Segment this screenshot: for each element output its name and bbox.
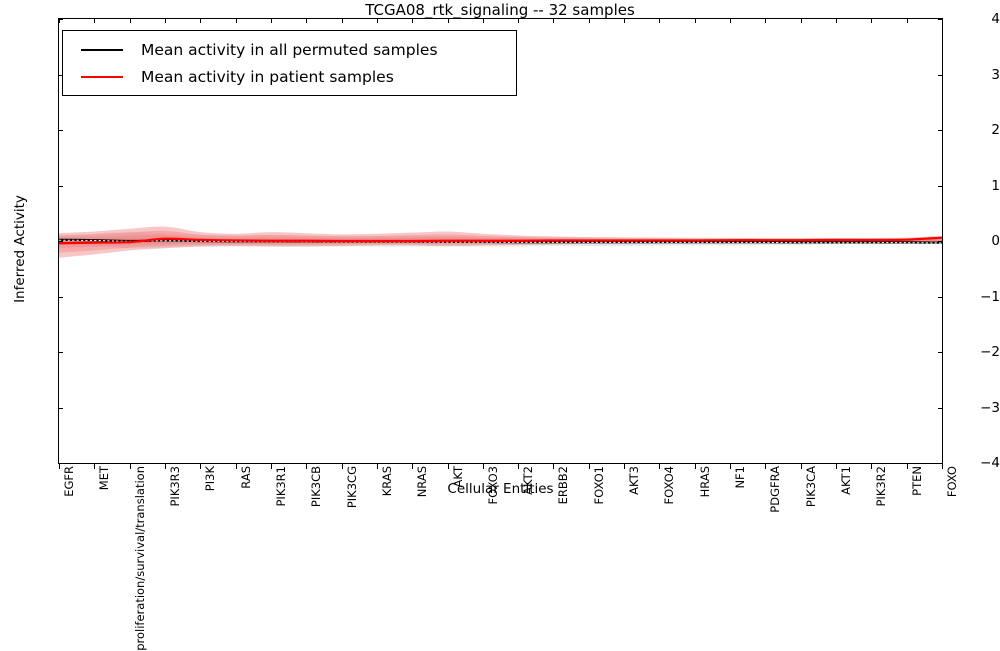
y-tick-label: −2 <box>980 344 1000 360</box>
x-tick-mark <box>482 464 484 469</box>
legend-label-patient: Mean activity in patient samples <box>141 67 394 86</box>
y-tick-label: 0 <box>991 233 1000 249</box>
chart-title: TCGA08_rtk_signaling -- 32 samples <box>365 1 635 19</box>
x-tick-mark <box>836 464 838 469</box>
x-tick-mark <box>59 464 60 469</box>
x-tick-label: FOXO <box>945 466 959 498</box>
plot-svg <box>59 226 942 258</box>
x-tick-mark <box>553 464 555 469</box>
y-axis-label: Inferred Activity <box>12 195 28 303</box>
y-tick-label: 1 <box>991 177 1000 194</box>
x-tick-mark <box>200 464 202 469</box>
x-tick-mark <box>765 464 767 469</box>
x-tick-mark <box>518 464 520 469</box>
x-tick-mark <box>412 464 414 469</box>
chart-legend: Mean activity in all permuted samples Me… <box>62 30 517 96</box>
x-tick-mark <box>659 464 661 469</box>
y-tick-label: −3 <box>980 399 1000 416</box>
legend-item-permuted: Mean activity in all permuted samples <box>73 36 506 63</box>
patient-mean-line <box>59 236 942 245</box>
y-tick-label: −4 <box>980 455 1000 471</box>
x-tick-mark <box>164 464 166 469</box>
x-tick-mark <box>588 464 590 469</box>
patient-mean-solid <box>59 236 942 245</box>
x-tick-mark <box>341 464 343 469</box>
y-tick-label: 2 <box>991 122 1000 138</box>
x-tick-mark <box>306 464 308 469</box>
x-tick-mark <box>871 464 873 469</box>
x-tick-mark <box>800 464 802 469</box>
legend-swatch-permuted <box>81 48 123 51</box>
legend-swatch-patient <box>81 75 123 78</box>
x-tick-mark <box>942 464 943 469</box>
x-tick-mark <box>376 464 378 469</box>
legend-item-patient: Mean activity in patient samples <box>73 63 506 90</box>
x-tick-mark <box>270 464 272 469</box>
x-tick-mark <box>694 464 696 469</box>
x-tick-mark <box>235 464 237 469</box>
permuted-mean-dotted <box>59 239 942 244</box>
x-tick-mark <box>129 464 131 469</box>
x-tick-mark <box>94 464 96 469</box>
x-tick-mark <box>447 464 449 469</box>
y-tick-label: 3 <box>991 66 1000 83</box>
legend-label-permuted: Mean activity in all permuted samples <box>141 40 438 59</box>
x-tick-mark <box>624 464 626 469</box>
x-tick-mark <box>730 464 732 469</box>
x-axis-label: Cellular Entities <box>447 481 554 497</box>
y-tick-label: −1 <box>980 288 1000 305</box>
x-tick-mark <box>906 464 908 469</box>
